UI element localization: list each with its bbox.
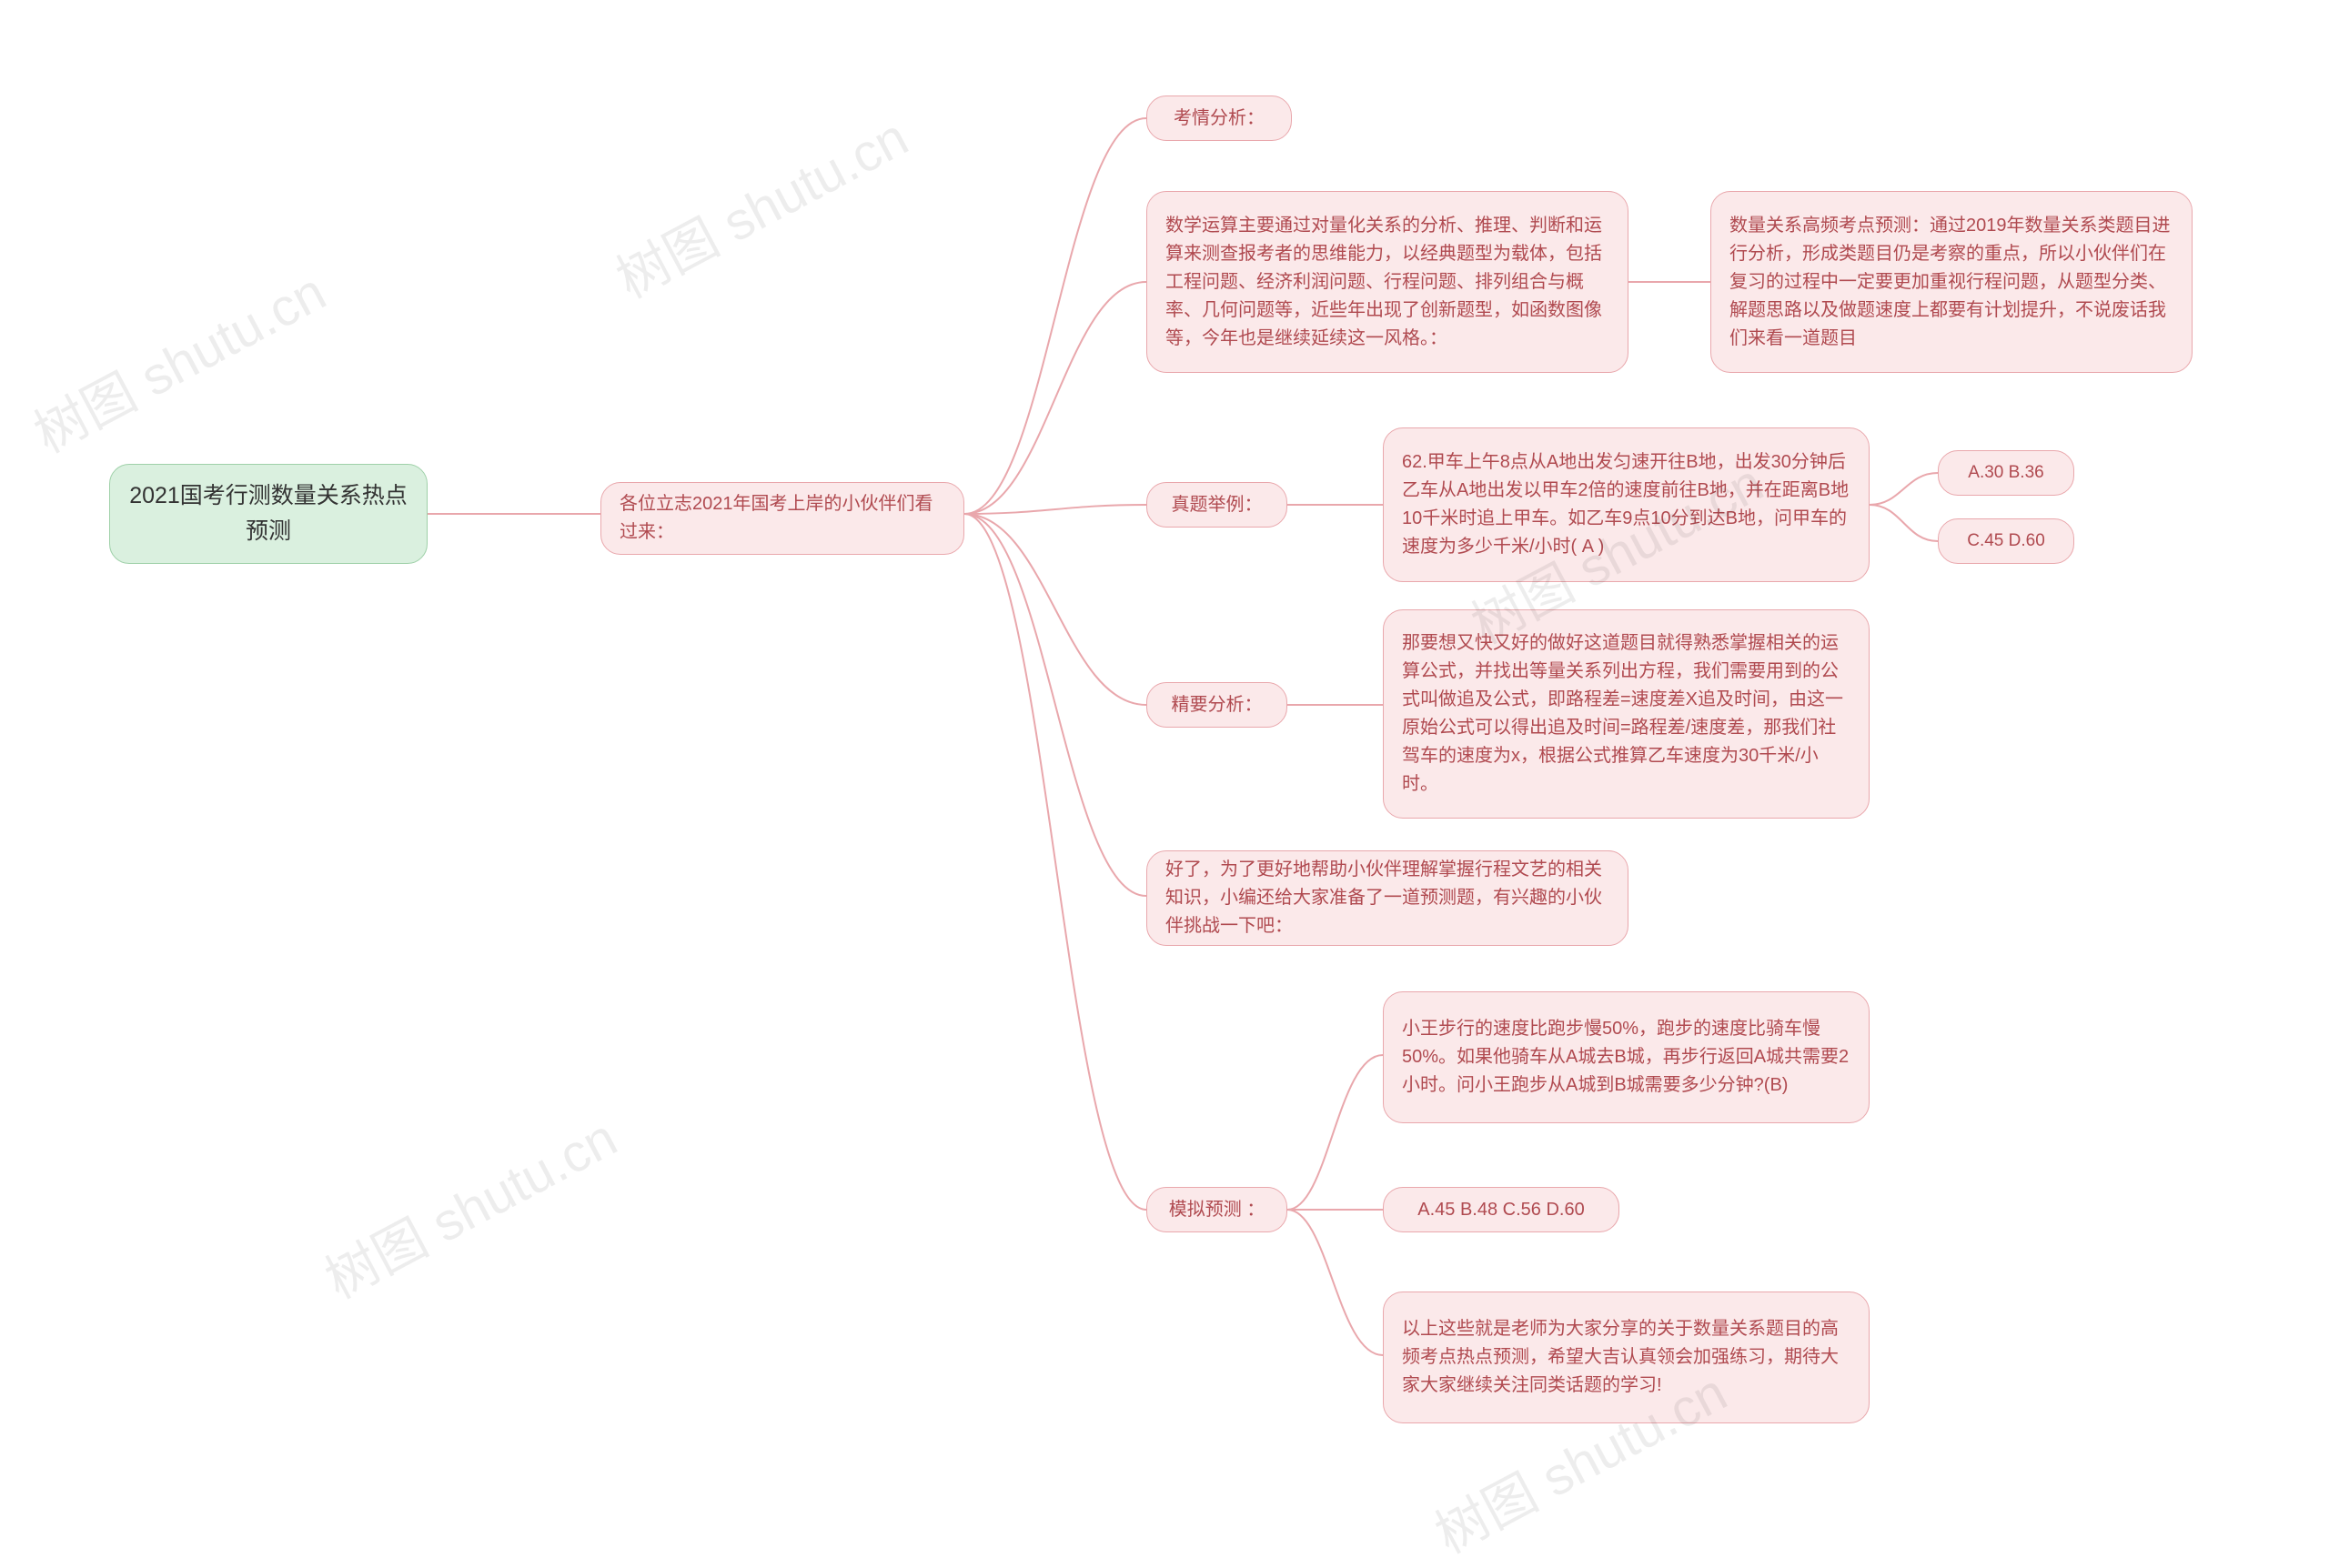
branch-b3[interactable]: 真题举例： <box>1146 482 1287 528</box>
b3-c1a-label: A.30 B.36 <box>1968 459 2043 486</box>
branch-b3-c1b[interactable]: C.45 D.60 <box>1938 518 2074 564</box>
branch-b6[interactable]: 模拟预测 ： <box>1146 1187 1287 1232</box>
b2-child-label: 数量关系高频考点预测：通过2019年数量关系类题目进行分析，形成类题目仍是考察的… <box>1729 212 2173 353</box>
branch-b5[interactable]: 好了，为了更好地帮助小伙伴理解掌握行程文艺的相关知识，小编还给大家准备了一道预测… <box>1146 850 1628 946</box>
level1-label: 各位立志2021年国考上岸的小伙伴们看过来： <box>620 490 945 547</box>
watermark: 树图 shutu.cn <box>601 95 920 313</box>
b3-c1-label: 62.甲车上午8点从A地出发匀速开往B地，出发30分钟后乙车从A地出发以甲车2倍… <box>1402 448 1850 561</box>
watermark: 树图 shutu.cn <box>19 250 338 467</box>
b3-c1b-label: C.45 D.60 <box>1967 528 2045 554</box>
branch-b2[interactable]: 数学运算主要通过对量化关系的分析、推理、判断和运算来测查报考者的思维能力，以经典… <box>1146 191 1628 373</box>
branch-b6-c2[interactable]: A.45 B.48 C.56 D.60 <box>1383 1187 1619 1232</box>
b4-c1-label: 那要想又快又好的做好这道题目就得熟悉掌握相关的运算公式，并找出等量关系列出方程，… <box>1402 629 1850 799</box>
b6-label: 模拟预测 ： <box>1169 1196 1265 1224</box>
watermark: 树图 shutu.cn <box>310 1096 629 1313</box>
b2-label: 数学运算主要通过对量化关系的分析、推理、判断和运算来测查报考者的思维能力，以经典… <box>1165 212 1609 353</box>
b6-c1-label: 小王步行的速度比跑步慢50%，跑步的速度比骑车慢50%。如果他骑车从A城去B城，… <box>1402 1015 1850 1100</box>
root-label: 2021国考行测数量关系热点预测 <box>128 478 408 549</box>
b5-label: 好了，为了更好地帮助小伙伴理解掌握行程文艺的相关知识，小编还给大家准备了一道预测… <box>1165 856 1609 940</box>
branch-b6-c1[interactable]: 小王步行的速度比跑步慢50%，跑步的速度比骑车慢50%。如果他骑车从A城去B城，… <box>1383 991 1870 1123</box>
b6-c3-label: 以上这些就是老师为大家分享的关于数量关系题目的高频考点热点预测，希望大吉认真领会… <box>1402 1315 1850 1400</box>
branch-b6-c3[interactable]: 以上这些就是老师为大家分享的关于数量关系题目的高频考点热点预测，希望大吉认真领会… <box>1383 1292 1870 1423</box>
level1-node[interactable]: 各位立志2021年国考上岸的小伙伴们看过来： <box>600 482 964 555</box>
root-node[interactable]: 2021国考行测数量关系热点预测 <box>109 464 428 564</box>
branch-b4-c1[interactable]: 那要想又快又好的做好这道题目就得熟悉掌握相关的运算公式，并找出等量关系列出方程，… <box>1383 609 1870 819</box>
branch-b3-c1a[interactable]: A.30 B.36 <box>1938 450 2074 496</box>
b1-label: 考情分析： <box>1174 105 1265 133</box>
branch-b3-c1[interactable]: 62.甲车上午8点从A地出发匀速开往B地，出发30分钟后乙车从A地出发以甲车2倍… <box>1383 427 1870 582</box>
branch-b4[interactable]: 精要分析： <box>1146 682 1287 728</box>
b4-label: 精要分析： <box>1172 691 1263 719</box>
b6-c2-label: A.45 B.48 C.56 D.60 <box>1417 1196 1584 1224</box>
branch-b1[interactable]: 考情分析： <box>1146 95 1292 141</box>
b3-label: 真题举例： <box>1172 491 1263 519</box>
branch-b2-child[interactable]: 数量关系高频考点预测：通过2019年数量关系类题目进行分析，形成类题目仍是考察的… <box>1710 191 2193 373</box>
